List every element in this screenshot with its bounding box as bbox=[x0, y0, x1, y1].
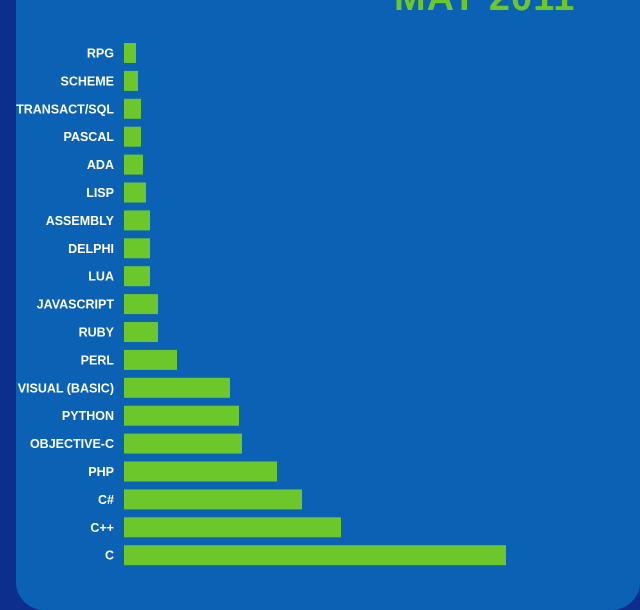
category-label-rpg: RPG bbox=[87, 47, 114, 61]
bar-pascal bbox=[124, 126, 141, 147]
bar-chart: RPG SCHEME TRANSACT/SQL PASCAL ADA LISP ASSEMB… bbox=[16, 43, 506, 566]
category-label-assembly: ASSEMBLY bbox=[46, 214, 115, 228]
category-label-lua: LUA bbox=[88, 270, 114, 284]
category-label-transact-sql: TRANSACT/SQL bbox=[16, 102, 114, 116]
bar-objective-c bbox=[124, 433, 242, 454]
category-label-ruby: RUBY bbox=[79, 326, 115, 340]
category-label-c: C bbox=[105, 549, 114, 563]
chart-title: MAY 2011 bbox=[394, 0, 575, 18]
category-label-javascript: JAVASCRIPT bbox=[37, 298, 115, 312]
category-label-pascal: PASCAL bbox=[64, 130, 115, 144]
category-label-perl: PERL bbox=[81, 353, 115, 367]
bar-ruby bbox=[124, 322, 158, 342]
bar-assembly bbox=[124, 210, 150, 231]
category-label-scheme: SCHEME bbox=[61, 74, 114, 88]
bar-c bbox=[124, 489, 302, 510]
category-label-php: PHP bbox=[88, 465, 114, 479]
bar-python bbox=[124, 405, 239, 426]
bar-transact-sql bbox=[124, 98, 141, 119]
category-label-objective-c: OBJECTIVE-C bbox=[30, 437, 114, 451]
category-label-c: C# bbox=[98, 493, 114, 507]
bar-perl bbox=[124, 349, 177, 370]
bar-delphi bbox=[124, 238, 150, 259]
bar-c bbox=[124, 545, 506, 566]
category-label-visual-basic: VISUAL (BASIC) bbox=[18, 381, 114, 395]
bar-scheme bbox=[124, 70, 138, 91]
bar-lua bbox=[124, 266, 150, 287]
chart-panel bbox=[16, 0, 640, 610]
bar-ada bbox=[124, 154, 143, 175]
bar-visual-basic bbox=[124, 377, 230, 398]
bar-lisp bbox=[124, 182, 146, 203]
bar-rpg bbox=[124, 43, 136, 63]
category-label-python: PYTHON bbox=[62, 409, 114, 423]
bar-c bbox=[124, 517, 341, 538]
bar-javascript bbox=[124, 294, 158, 315]
category-label-c: C++ bbox=[90, 521, 114, 535]
category-label-delphi: DELPHI bbox=[68, 242, 114, 256]
category-label-lisp: LISP bbox=[86, 186, 114, 200]
category-label-ada: ADA bbox=[87, 158, 114, 172]
bar-php bbox=[124, 461, 277, 482]
